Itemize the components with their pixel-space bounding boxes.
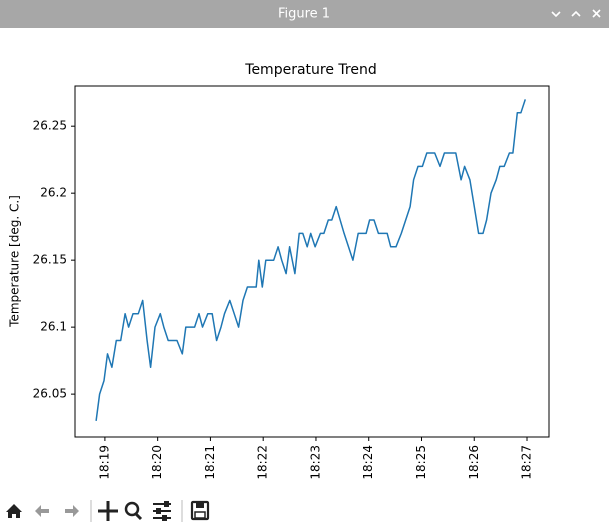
y-tick-label: 26.1 xyxy=(40,320,67,334)
x-tick-label: 18:23 xyxy=(308,445,322,480)
y-tick-label: 26.05 xyxy=(33,387,67,401)
data-line xyxy=(95,99,527,421)
plot-frame xyxy=(74,85,550,438)
y-tick-label: 26.15 xyxy=(33,253,67,267)
configure-button[interactable] xyxy=(153,501,171,521)
y-axis-label: Temperature [deg. C.] xyxy=(8,195,22,328)
toolbar xyxy=(6,500,210,522)
home-button[interactable] xyxy=(6,504,22,518)
chart-title: Temperature Trend xyxy=(244,62,376,78)
pan-button[interactable] xyxy=(98,501,118,521)
x-tick-label: 18:20 xyxy=(150,445,164,480)
x-tick-label: 18:22 xyxy=(256,445,270,480)
back-button[interactable] xyxy=(35,505,49,517)
x-tick-label: 18:21 xyxy=(203,445,217,480)
x-tick-label: 18:19 xyxy=(97,445,111,480)
minimize-button[interactable] xyxy=(551,11,561,18)
window-controls[interactable] xyxy=(551,9,601,18)
maximize-button[interactable] xyxy=(571,10,581,17)
close-button[interactable] xyxy=(592,9,601,18)
y-tick-label: 26.2 xyxy=(40,186,67,200)
y-tick-label: 26.25 xyxy=(33,119,67,133)
zoom-button[interactable] xyxy=(124,501,143,521)
x-tick-label: 18:25 xyxy=(414,445,428,480)
title-bar xyxy=(0,0,609,28)
forward-button[interactable] xyxy=(65,505,79,517)
x-tick-label: 18:26 xyxy=(467,445,481,480)
x-tick-label: 18:27 xyxy=(520,445,534,480)
save-button[interactable] xyxy=(190,500,210,521)
window-title: Figure 1 xyxy=(278,7,330,22)
x-tick-label: 18:24 xyxy=(361,445,375,480)
